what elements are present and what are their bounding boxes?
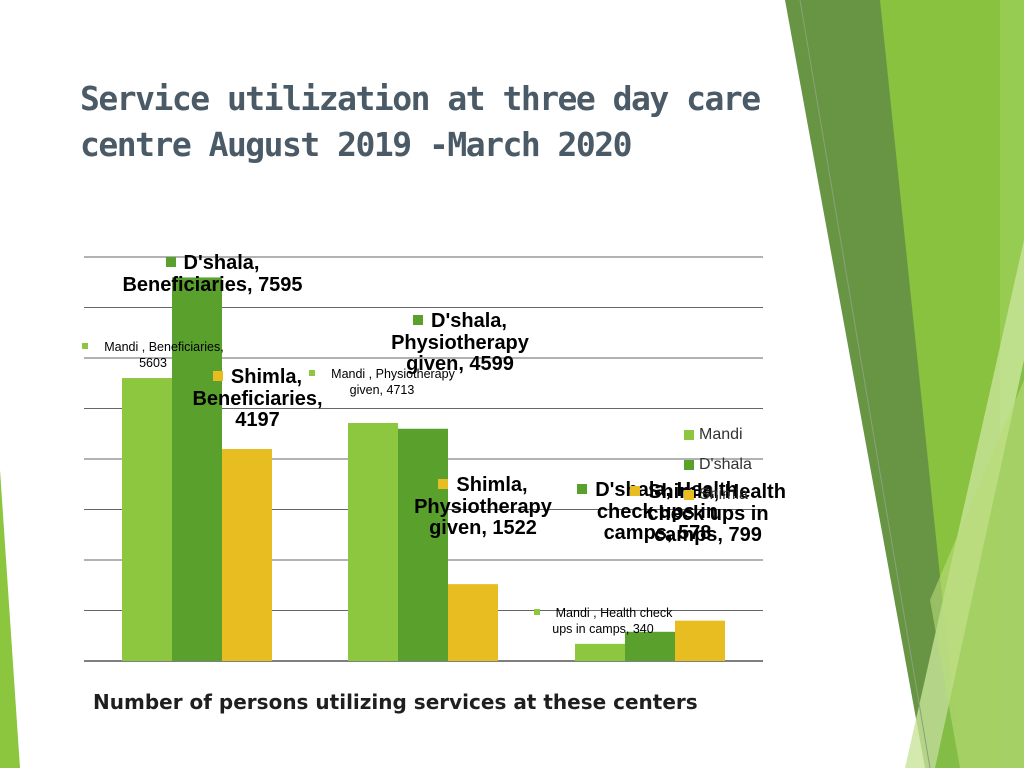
legend-label: Mandi [699, 426, 743, 443]
label-marker [577, 484, 588, 494]
legend-item-shimla: Shimla [684, 480, 752, 510]
legend-item-dshala: D'shala [684, 450, 752, 480]
data-label-text: D'shala, Physiotherapy given, 4599 [391, 310, 529, 376]
bar-dshala-2 [625, 631, 675, 661]
legend-swatch-mandi [684, 430, 694, 440]
bar-shimla-2 [675, 620, 725, 661]
label-marker [165, 257, 176, 267]
data-label-text: Shimla, Beneficiaries, 4197 [192, 366, 323, 432]
data-label: Shimla, Beneficiaries, 4197 [170, 366, 345, 432]
data-label: Mandi , Beneficiaries, 5603 [78, 340, 228, 371]
legend-label: Shimla [699, 486, 748, 503]
data-label: Shimla, Health check ups in camps, 799 [628, 481, 788, 547]
bar-dshala-0 [172, 277, 222, 661]
chart-caption: Number of persons utilizing services at … [93, 690, 698, 714]
legend-label: D'shala [699, 456, 752, 473]
data-label-text: Mandi , Beneficiaries, 5603 [104, 340, 224, 370]
data-label: D'shala, Physiotherapy given, 4599 [360, 310, 560, 376]
bar-shimla-1 [448, 584, 498, 661]
label-marker [413, 315, 424, 325]
data-label-text: Mandi , Physiotherapy given, 4713 [331, 367, 455, 397]
data-label: Mandi , Physiotherapy given, 4713 [302, 367, 462, 398]
bar-shimla-0 [222, 449, 272, 661]
legend-swatch-shimla [684, 490, 694, 500]
bar-mandi-2 [575, 643, 625, 661]
data-label-text: Mandi , Health check ups in camps, 340 [552, 606, 673, 636]
bottom-right-pale-shard [930, 380, 1024, 768]
legend-item-mandi: Mandi [684, 420, 752, 450]
label-marker [533, 609, 540, 615]
label-marker [309, 370, 316, 376]
data-label-text: Shimla, Physiotherapy given, 1522 [414, 474, 552, 540]
slide-title: Service utilization at three day care ce… [80, 79, 761, 164]
chart-legend: Mandi D'shala Shimla [684, 420, 752, 510]
bar-dshala-1 [398, 428, 448, 661]
data-label-text: D'shala, Beneficiaries, 7595 [122, 252, 303, 296]
bar-mandi-0 [122, 378, 172, 661]
data-label: D'shala, Beneficiaries, 7595 [115, 252, 310, 296]
label-marker [212, 371, 223, 381]
left-green-shard [0, 470, 20, 768]
label-marker [630, 486, 641, 496]
label-marker [82, 343, 89, 349]
bar-mandi-1 [348, 422, 398, 661]
legend-swatch-dshala [684, 460, 694, 470]
label-marker [438, 479, 449, 489]
data-label: Shimla, Physiotherapy given, 1522 [398, 474, 568, 540]
right-thin-line [799, 0, 931, 768]
data-label: Mandi , Health check ups in camps, 340 [528, 606, 678, 637]
data-label-text: Shimla, Health check ups in camps, 799 [647, 481, 786, 547]
